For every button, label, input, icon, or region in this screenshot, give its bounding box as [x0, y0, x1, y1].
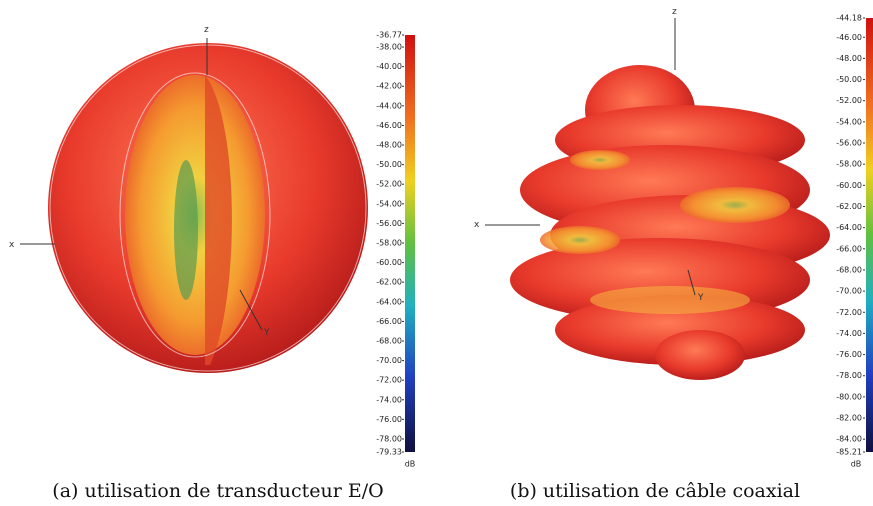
colorbar-unit: dB	[405, 460, 416, 469]
colorbar-tick-label: -70.00	[836, 287, 862, 296]
colorbar-tick-label: -60.00	[836, 181, 862, 190]
colorbar-tick-label: -58.00	[836, 160, 862, 169]
colorbar-tick-label: -68.00	[836, 265, 862, 274]
colorbar-tick-label: -72.00	[836, 308, 862, 317]
colorbar-tick-label: -46.00	[836, 33, 862, 42]
colorbar-tick-label: -78.00	[376, 434, 402, 443]
colorbar-tick-label: -50.00	[836, 75, 862, 84]
colorbar-tick-label: -68.00	[376, 336, 402, 345]
axis-label: z	[672, 7, 677, 17]
axis-label: x	[9, 240, 15, 250]
radiation-pattern-a	[20, 35, 415, 452]
colorbar-tick-label: -46.00	[376, 121, 402, 130]
colorbar-tick-label: -76.00	[376, 415, 402, 424]
colorbar-tick-label: -40.00	[376, 62, 402, 71]
colorbar-unit: dB	[851, 460, 862, 469]
colorbar-tick-label: -74.00	[836, 329, 862, 338]
colorbar-tick-label: -52.00	[376, 180, 402, 189]
colorbar-tick-label: -62.00	[376, 278, 402, 287]
colorbar-tick-label: -84.00	[836, 435, 862, 444]
caption: (b) utilisation de câble coaxial	[510, 480, 800, 502]
colorbar-tick-label: -48.00	[836, 54, 862, 63]
colorbar-tick-label: -85.21	[836, 448, 862, 457]
axis-label: x	[474, 220, 480, 230]
axis-label: Y	[263, 328, 270, 338]
colorbar-tick-label: -44.18	[836, 14, 862, 23]
colorbar-tick-label: -48.00	[376, 141, 402, 150]
radiation-pattern-b	[485, 18, 873, 452]
colorbar-tick-label: -38.00	[376, 43, 402, 52]
colorbar-tick-label: -78.00	[836, 371, 862, 380]
axis-label: z	[204, 25, 209, 35]
colorbar-tick-label: -66.00	[836, 244, 862, 253]
colorbar-tick-label: -79.33	[376, 448, 402, 457]
colorbar-tick-label: -76.00	[836, 350, 862, 359]
colorbar-tick-label: -80.00	[836, 392, 862, 401]
colorbar-tick-label: -74.00	[376, 395, 402, 404]
colorbar-tick-label: -36.77	[376, 31, 402, 40]
colorbar-tick-label: -60.00	[376, 258, 402, 267]
colorbar-tick-label: -72.00	[376, 376, 402, 385]
colorbar-tick-label: -64.00	[376, 297, 402, 306]
colorbar-tick-label: -82.00	[836, 414, 862, 423]
colorbar-tick-label: -52.00	[836, 96, 862, 105]
colorbar-tick-label: -50.00	[376, 160, 402, 169]
colorbar-tick-label: -56.00	[376, 219, 402, 228]
colorbar-tick-label: -44.00	[376, 101, 402, 110]
colorbar-tick-label: -42.00	[376, 82, 402, 91]
caption: (a) utilisation de transducteur E/O	[52, 480, 383, 502]
colorbar-tick-label: -58.00	[376, 239, 402, 248]
colorbar-tick-label: -70.00	[376, 356, 402, 365]
colorbar-tick-label: -62.00	[836, 202, 862, 211]
colorbar-tick-label: -64.00	[836, 223, 862, 232]
axis-label: Y	[697, 293, 704, 303]
colorbar-tick-label: -66.00	[376, 317, 402, 326]
colorbar-tick-label: -54.00	[836, 117, 862, 126]
colorbar-tick-label: -56.00	[836, 139, 862, 148]
colorbar-tick-label: -54.00	[376, 199, 402, 208]
